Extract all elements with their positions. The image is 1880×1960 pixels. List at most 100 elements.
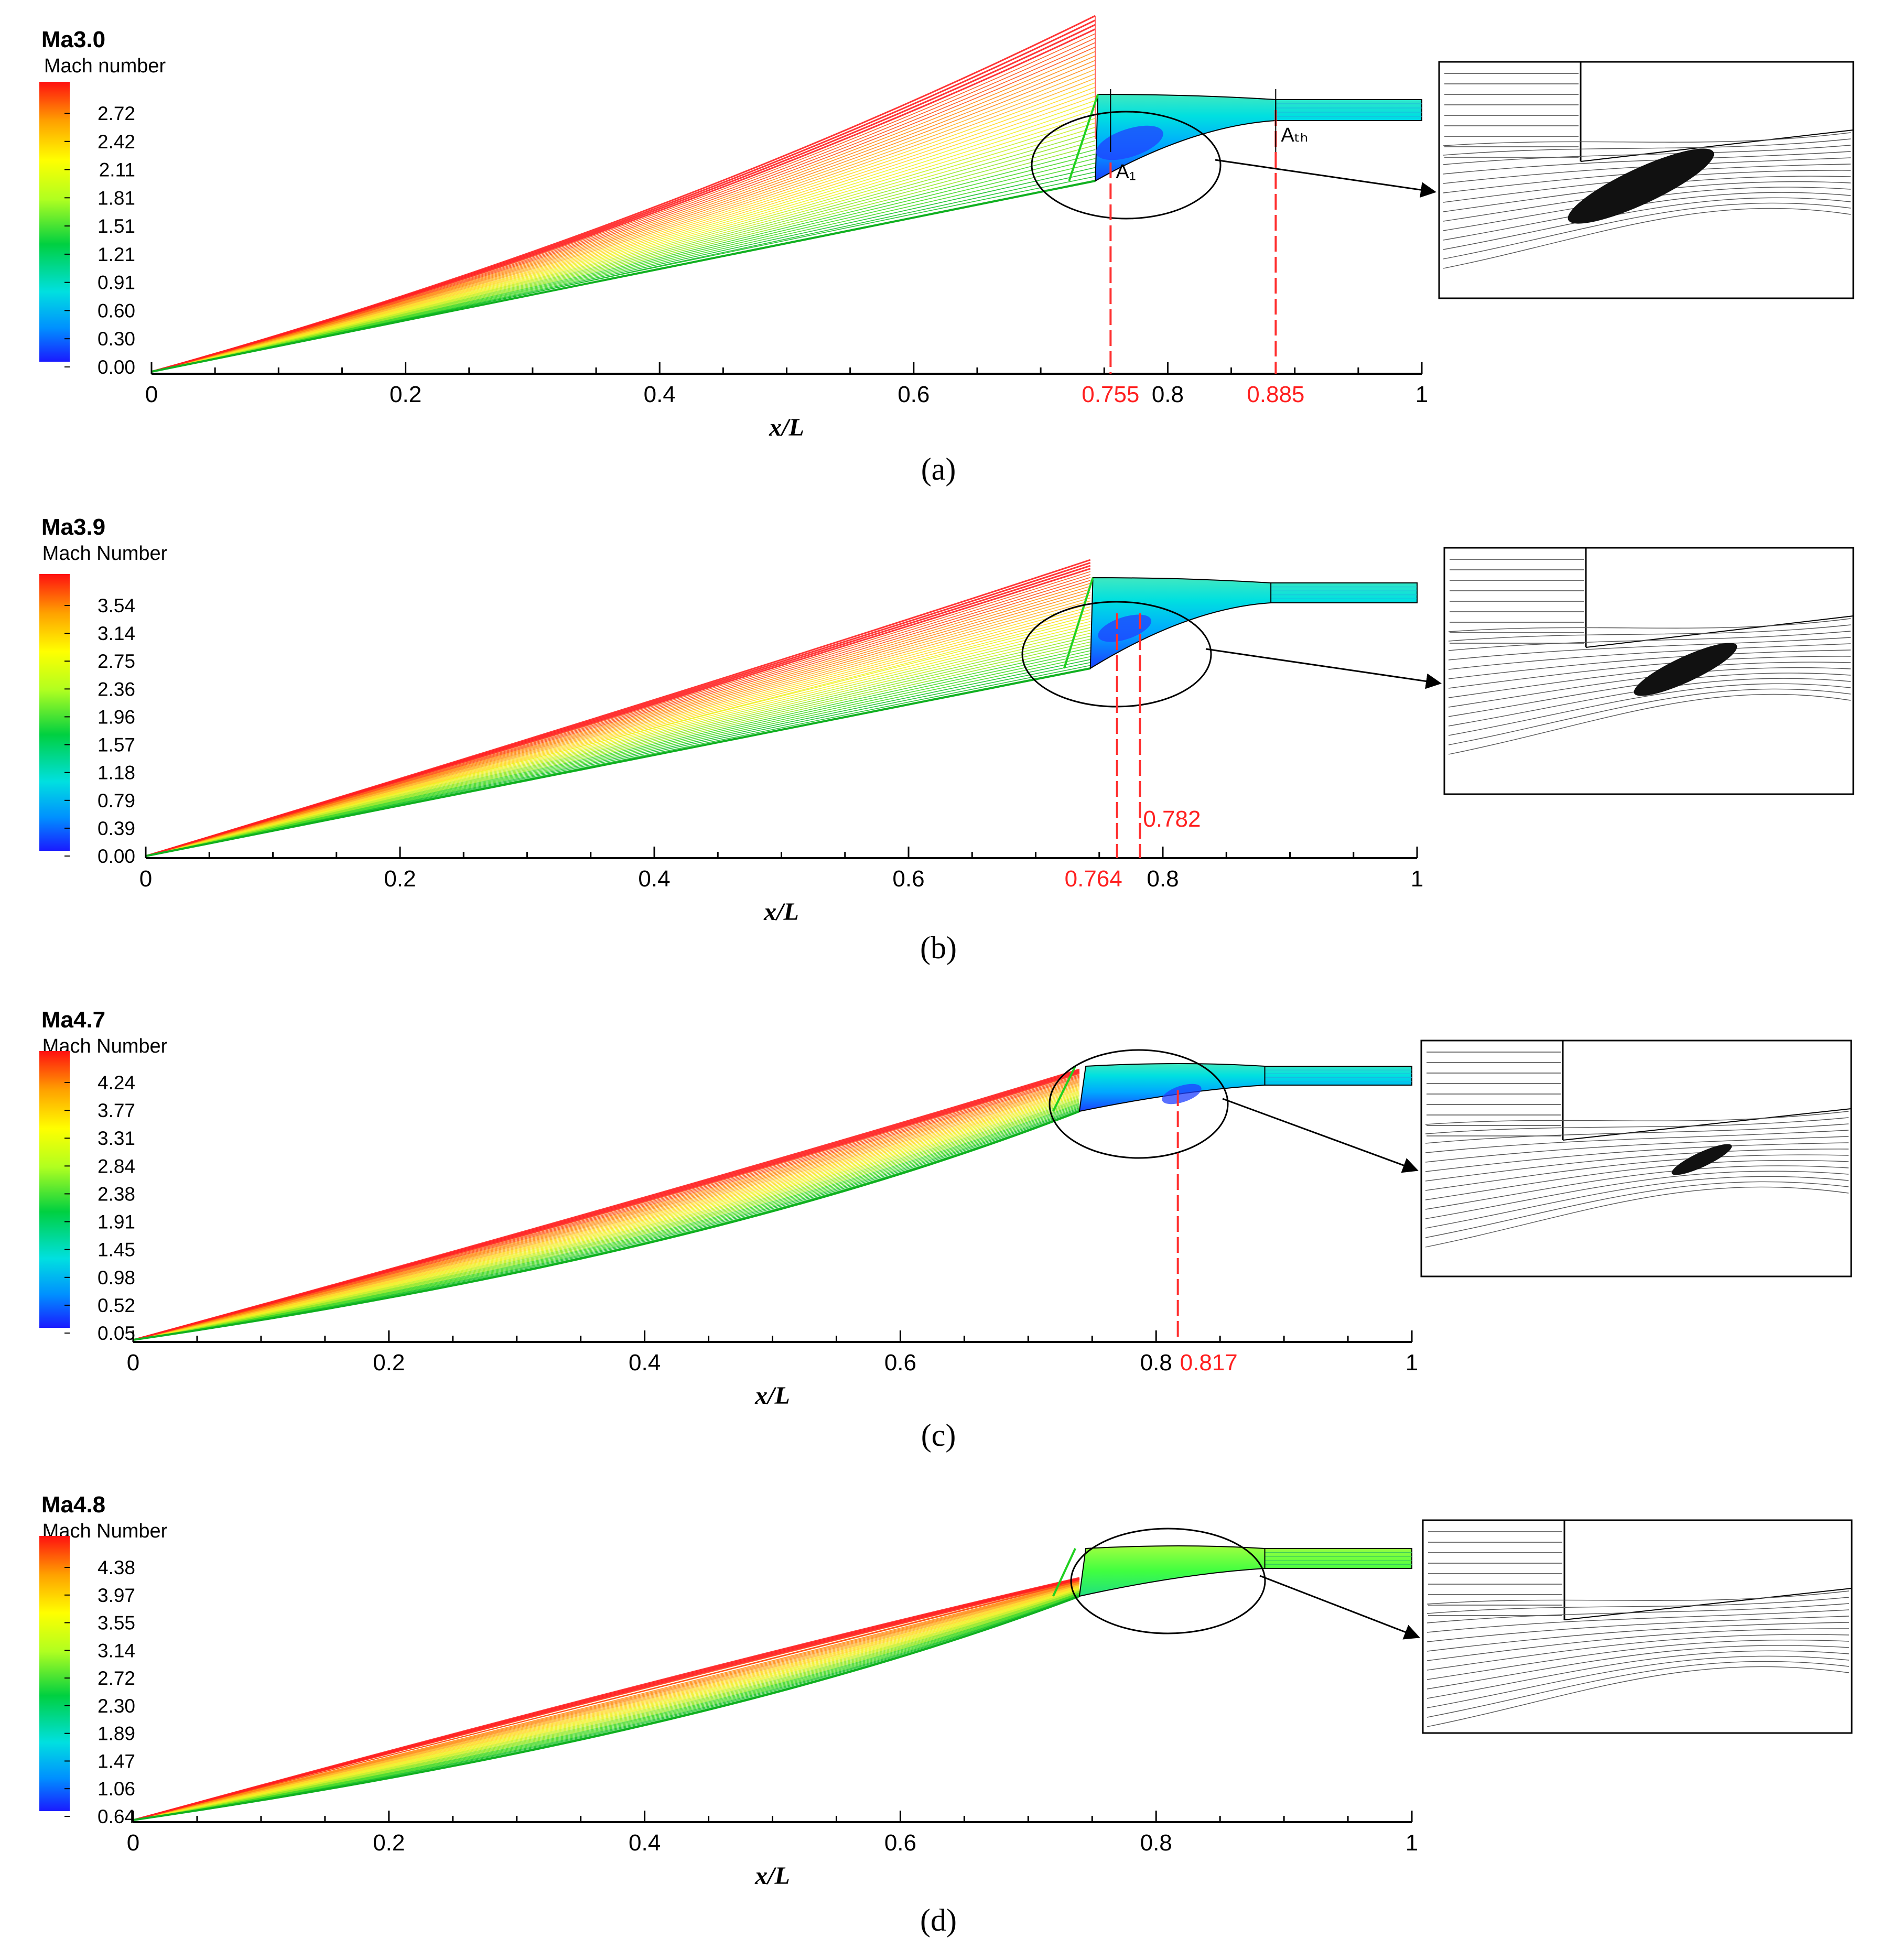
colorbar-tick-label: 3.55 [98, 1612, 135, 1634]
colorbar-tick-label: 2.30 [98, 1695, 135, 1717]
contour-line [145, 644, 1090, 857]
contour-line [133, 1589, 1080, 1821]
internal-duct [1095, 93, 1422, 182]
contour-line [133, 1584, 1080, 1821]
marker-label: 0.764 [1065, 866, 1122, 892]
zoom-ellipse [1031, 111, 1222, 220]
x-tick-label: 0.8 [1140, 1830, 1172, 1856]
contour-line [133, 1096, 1080, 1340]
colorbar [39, 1051, 70, 1328]
colorbar-tick-label: 4.24 [98, 1072, 135, 1093]
colorbar-tick-label: 0.00 [98, 356, 135, 378]
contour-line [133, 1086, 1080, 1340]
contour-line [145, 624, 1090, 857]
contour-line [133, 1081, 1080, 1340]
x-tick-label: 0 [145, 382, 158, 407]
x-axis-label: x/L [754, 1382, 790, 1410]
contour-line [133, 1099, 1080, 1340]
contour-line [151, 28, 1096, 373]
inset-streamline [1427, 1650, 1850, 1699]
colorbar-tick-label: 3.54 [98, 595, 135, 616]
contour-line [133, 1090, 1080, 1340]
panel-b: Ma3.9 Mach Number 3.54 3.14 2.75 2.36 1.96 1.57… [39, 514, 1854, 965]
contour-line [133, 1588, 1080, 1821]
contour-line [133, 1582, 1080, 1821]
x-tick-label: 0.4 [638, 866, 670, 892]
colorbar-tick-label: 1.47 [98, 1750, 135, 1772]
x-tick-label: 0.2 [390, 382, 422, 407]
inset-streamline [1427, 1639, 1850, 1680]
contour-line [133, 1594, 1080, 1821]
contour-line [151, 55, 1096, 372]
colorbar-title: Mach number [44, 55, 166, 77]
cowl-shock [1068, 94, 1099, 181]
contour-line [133, 1584, 1080, 1821]
contour-line [145, 559, 1091, 857]
inset-streamline [1443, 145, 1851, 165]
contour-line [133, 1577, 1080, 1821]
contour-line [133, 1590, 1080, 1821]
contour-line [133, 1583, 1080, 1821]
colorbar-tick-label: 2.42 [98, 131, 135, 153]
contour-line [133, 1592, 1080, 1821]
colorbar-tick-label: 1.51 [98, 215, 135, 237]
zoom-arrow [1215, 159, 1436, 198]
contour-line [133, 1084, 1080, 1340]
inset-streamline [1425, 1176, 1849, 1229]
inset-frame [1420, 1039, 1852, 1277]
colorbar-tick-label: 0.39 [98, 818, 135, 839]
zoom-ellipse [1049, 1049, 1229, 1159]
inset-streamline [1425, 1165, 1849, 1210]
contour-line [133, 1582, 1080, 1821]
inset-streamline [1427, 1634, 1850, 1671]
contour-line [145, 586, 1091, 857]
inset-streamline [1427, 1590, 1850, 1605]
x-tick-label: 0 [127, 1830, 139, 1856]
panel-title: Ma4.8 [41, 1492, 105, 1518]
x-tick-label: 0.6 [892, 866, 924, 892]
panel-label: (b) [920, 930, 957, 965]
contour-line [145, 594, 1091, 857]
colorbar-tick-label: 0.64 [98, 1806, 135, 1827]
inset-streamline [1443, 197, 1851, 250]
contour-line [133, 1095, 1080, 1340]
contour-line [133, 1097, 1080, 1340]
contour-line [133, 1587, 1080, 1821]
contour-line [133, 1105, 1080, 1340]
contour-line [133, 1589, 1080, 1821]
colorbar-tick-label: 3.14 [98, 623, 135, 644]
x-tick-label: 0.6 [884, 1830, 916, 1856]
contour-line [151, 15, 1096, 373]
contour-line [145, 606, 1091, 857]
inset-streamline [1443, 138, 1851, 156]
contour-line [133, 1069, 1080, 1341]
contour-line [145, 656, 1090, 857]
inset-streamline [1425, 1123, 1849, 1144]
x-tick-label: 0 [127, 1350, 139, 1376]
streamline-inset [1438, 61, 1854, 299]
contour-line [133, 1078, 1080, 1340]
inset-streamline [1425, 1149, 1849, 1182]
x-tick-label: 1 [1416, 382, 1428, 407]
x-tick-label: 1 [1406, 1830, 1418, 1856]
contour-line [145, 603, 1091, 857]
colorbar-tick-label: 1.57 [98, 734, 135, 756]
zoom-arrow [1205, 648, 1442, 689]
colorbar-tick-label: 2.36 [98, 678, 135, 700]
panel-title: Ma3.9 [41, 514, 105, 540]
inset-streamline [1427, 1603, 1850, 1623]
colorbar-tick-label: 2.72 [98, 103, 135, 124]
inset-separation-bubble [1568, 148, 1714, 224]
colorbar [39, 1536, 70, 1811]
x-axis-label: x/L [754, 1862, 790, 1890]
contour-line [133, 1589, 1080, 1821]
contour-line [133, 1106, 1080, 1340]
inset-streamline [1427, 1597, 1850, 1614]
colorbar-tick-label: 1.96 [98, 706, 135, 728]
inset-streamline [1443, 192, 1851, 241]
contour-line [145, 612, 1091, 857]
internal-duct [1078, 1545, 1412, 1597]
inset-streamline [1425, 1186, 1849, 1248]
contour-line [145, 600, 1091, 857]
inset-streamline [1425, 1160, 1849, 1200]
